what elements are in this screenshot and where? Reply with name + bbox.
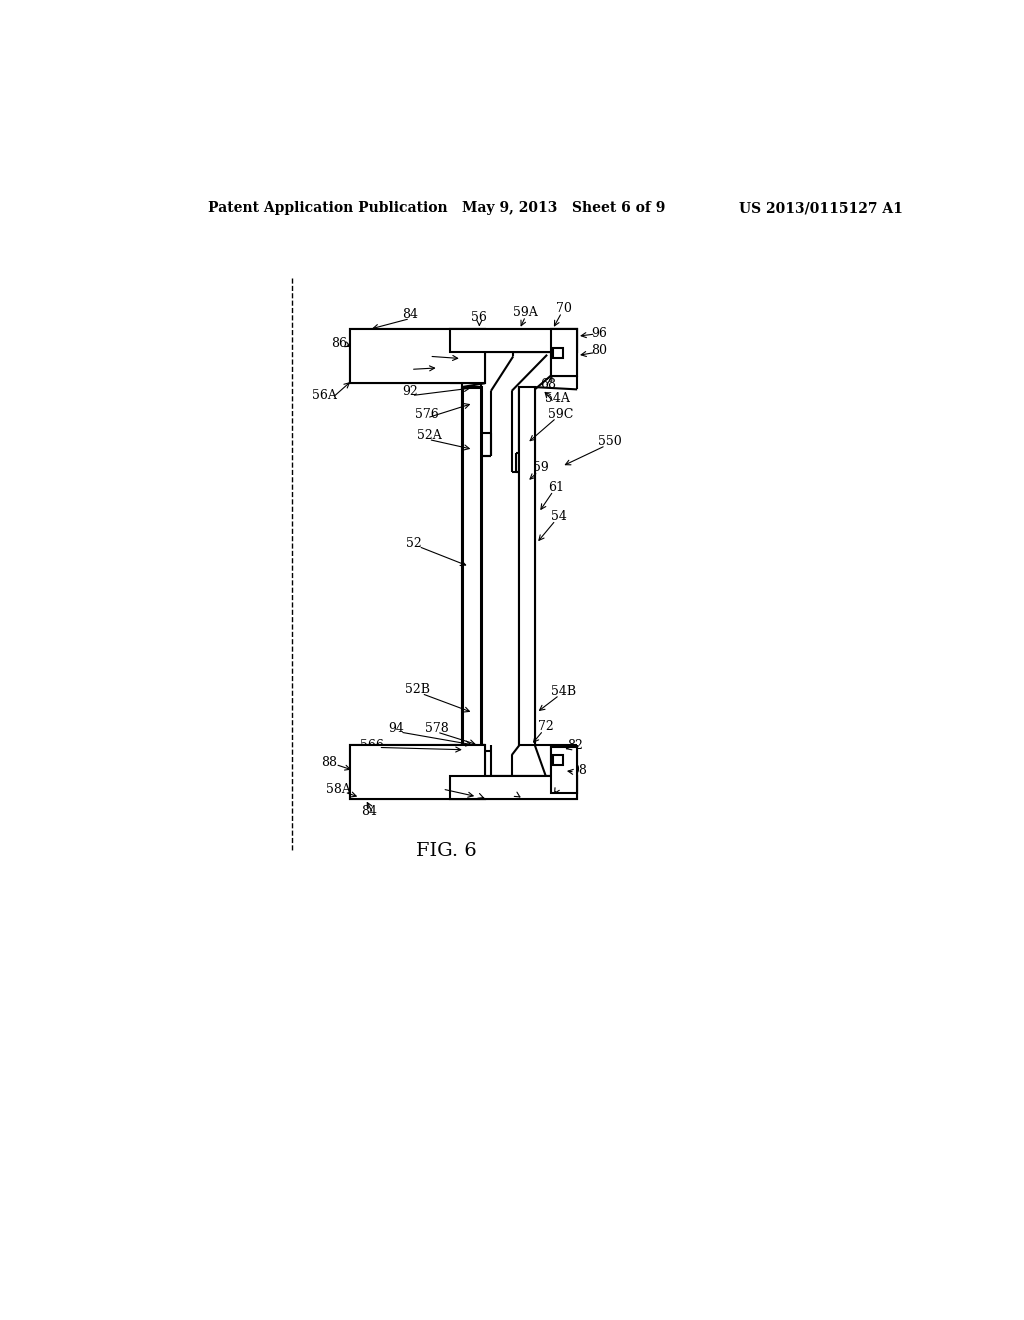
Text: 96: 96 (591, 327, 606, 341)
Text: 86: 86 (331, 337, 347, 350)
Bar (551, 330, 578, 376)
Text: 562: 562 (396, 360, 420, 372)
Text: FIG. 6: FIG. 6 (416, 842, 476, 861)
Text: 59A: 59A (506, 785, 530, 797)
Text: US 2013/0115127 A1: US 2013/0115127 A1 (739, 202, 903, 215)
Bar (451, 776, 578, 799)
Text: May 9, 2013   Sheet 6 of 9: May 9, 2013 Sheet 6 of 9 (462, 202, 665, 215)
Bar (519, 387, 535, 744)
Bar (551, 747, 578, 793)
Bar (462, 387, 481, 744)
Bar (350, 744, 484, 799)
Text: 74: 74 (552, 779, 567, 792)
Bar (350, 744, 484, 799)
Text: 94: 94 (388, 722, 404, 735)
Text: 98: 98 (570, 764, 587, 777)
Text: 61: 61 (549, 482, 564, 495)
Text: 564: 564 (430, 779, 455, 792)
Text: 72: 72 (539, 721, 554, 733)
Text: 52: 52 (407, 537, 422, 550)
Bar (451, 330, 578, 352)
Text: 54B: 54B (551, 685, 575, 698)
Text: 70: 70 (556, 302, 572, 315)
Text: 82: 82 (567, 739, 583, 751)
Text: 54A: 54A (546, 392, 570, 405)
Text: 566: 566 (360, 739, 384, 751)
Bar (553, 348, 563, 358)
Text: 56: 56 (471, 312, 487, 325)
Text: 578: 578 (425, 722, 449, 735)
Text: 58A: 58A (326, 783, 351, 796)
Text: 56A: 56A (312, 389, 337, 403)
Text: 59C: 59C (548, 408, 572, 421)
Text: 54: 54 (551, 510, 566, 523)
Bar (350, 330, 484, 383)
Text: 92: 92 (402, 385, 418, 399)
Text: 52A: 52A (417, 429, 441, 442)
Bar (553, 755, 563, 766)
Text: 80: 80 (591, 345, 606, 358)
Bar (553, 755, 563, 766)
Text: 52B: 52B (406, 684, 430, 696)
Text: 560: 560 (418, 346, 441, 359)
Text: 84: 84 (361, 805, 377, 818)
Bar (553, 348, 563, 358)
Bar (451, 776, 578, 799)
Bar (451, 330, 578, 352)
Text: 58: 58 (471, 787, 487, 800)
Text: 88: 88 (322, 755, 337, 768)
Text: 576: 576 (415, 408, 439, 421)
Text: Patent Application Publication: Patent Application Publication (208, 202, 447, 215)
Bar (350, 330, 484, 383)
Text: 68: 68 (540, 378, 556, 391)
Text: 59A: 59A (513, 306, 538, 319)
Bar (551, 747, 578, 793)
Text: 59: 59 (534, 462, 549, 474)
Text: 550: 550 (598, 436, 622, 449)
Bar (551, 330, 578, 376)
Text: 84: 84 (402, 308, 418, 321)
